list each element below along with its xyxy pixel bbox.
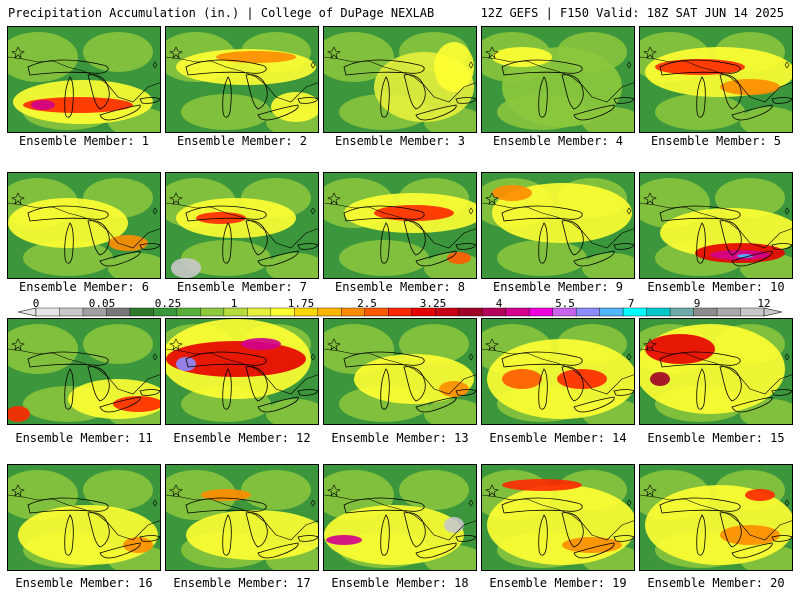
ensemble-map-panel [323,26,477,133]
ensemble-member-label: Ensemble Member: 8 [334,280,466,294]
ensemble-map-panel [165,26,319,133]
ensemble-map-panel [165,464,319,571]
colorbar-swatch [200,307,225,317]
precip-map [166,27,318,132]
ensemble-member-label: Ensemble Member: 1 [18,134,150,148]
colorbar-swatch [575,307,601,317]
ensemble-map-panel [639,172,793,279]
precip-map [640,173,792,278]
precip-map [8,319,160,424]
colorbar-swatch [622,307,648,317]
precip-map [482,173,634,278]
precip-map [324,27,476,132]
precip-map [324,465,476,570]
precip-map [324,173,476,278]
colorbar-swatch [646,307,671,317]
ensemble-member-label: Ensemble Member: 12 [173,431,311,445]
colorbar-tick-label: 1 [230,297,238,310]
ensemble-member-label: Ensemble Member: 2 [176,134,308,148]
map-title: Precipitation Accumulation (in.) | Colle… [8,6,435,20]
precip-map [482,465,634,570]
colorbar-swatch [505,307,530,317]
ensemble-map-panel [165,318,319,425]
ensemble-map-panel [323,464,477,571]
colorbar-tick-label: 0.25 [154,297,182,310]
precip-map [324,319,476,424]
ensemble-member-label: Ensemble Member: 15 [647,431,785,445]
colorbar-tick-label: 3.25 [419,297,447,310]
colorbar-swatch [669,307,695,317]
ensemble-member-label: Ensemble Member: 10 [647,280,785,294]
ensemble-map-panel [7,172,161,279]
ensemble-map-panel [323,172,477,279]
colorbar-swatch [599,307,624,317]
ensemble-member-label: Ensemble Member: 11 [15,431,153,445]
ensemble-member-label: Ensemble Member: 3 [334,134,466,148]
ensemble-member-label: Ensemble Member: 5 [650,134,782,148]
colorbar [17,307,783,317]
ensemble-map-panel [481,464,635,571]
ensemble-map-panel [481,26,635,133]
precip-map [166,319,318,424]
precip-map [640,27,792,132]
colorbar-tick-label: 12 [757,297,771,310]
ensemble-map-panel [323,318,477,425]
colorbar-swatch [388,307,413,317]
ensemble-member-label: Ensemble Member: 13 [331,431,469,445]
colorbar-swatch [59,307,84,317]
ensemble-member-label: Ensemble Member: 20 [647,576,785,590]
precip-map [166,465,318,570]
ensemble-member-label: Ensemble Member: 16 [15,576,153,590]
colorbar-swatch [129,307,154,317]
precip-map [8,27,160,132]
ensemble-member-label: Ensemble Member: 18 [331,576,469,590]
precip-map [166,173,318,278]
colorbar-max-arrow [763,307,783,317]
colorbar-tick-label: 9 [693,297,701,310]
ensemble-member-label: Ensemble Member: 19 [489,576,627,590]
colorbar-tick-label: 4 [495,297,503,310]
ensemble-member-label: Ensemble Member: 6 [18,280,150,294]
model-run-info: 12Z GEFS | F150 Valid: 18Z SAT JUN 14 20… [480,6,784,20]
ensemble-map-panel [7,464,161,571]
ensemble-member-label: Ensemble Member: 14 [489,431,627,445]
ensemble-map-panel [165,172,319,279]
colorbar-tick-label: 5.5 [555,297,575,310]
ensemble-map-panel [481,318,635,425]
colorbar-swatch [317,307,342,317]
precip-map [8,173,160,278]
colorbar-swatch [528,307,554,317]
colorbar-swatch [458,307,483,317]
precip-map [8,465,160,570]
colorbar-tick-label: 1.75 [287,297,315,310]
ensemble-member-label: Ensemble Member: 4 [492,134,624,148]
colorbar-swatch [716,307,742,317]
ensemble-member-label: Ensemble Member: 7 [176,280,308,294]
ensemble-map-panel [639,318,793,425]
colorbar-tick-label: 7 [627,297,635,310]
precip-map [640,319,792,424]
ensemble-member-label: Ensemble Member: 17 [173,576,311,590]
ensemble-map-panel [7,26,161,133]
colorbar-tick-label: 0.05 [88,297,116,310]
precip-map [482,319,634,424]
ensemble-map-panel [481,172,635,279]
ensemble-map-panel [639,464,793,571]
ensemble-map-panel [7,318,161,425]
precip-map [640,465,792,570]
ensemble-member-label: Ensemble Member: 9 [492,280,624,294]
colorbar-swatch [35,307,60,317]
colorbar-swatch [247,307,272,317]
colorbar-tick-label: 0 [32,297,40,310]
precip-map [482,27,634,132]
colorbar-tick-label: 2.5 [357,297,377,310]
ensemble-map-panel [639,26,793,133]
